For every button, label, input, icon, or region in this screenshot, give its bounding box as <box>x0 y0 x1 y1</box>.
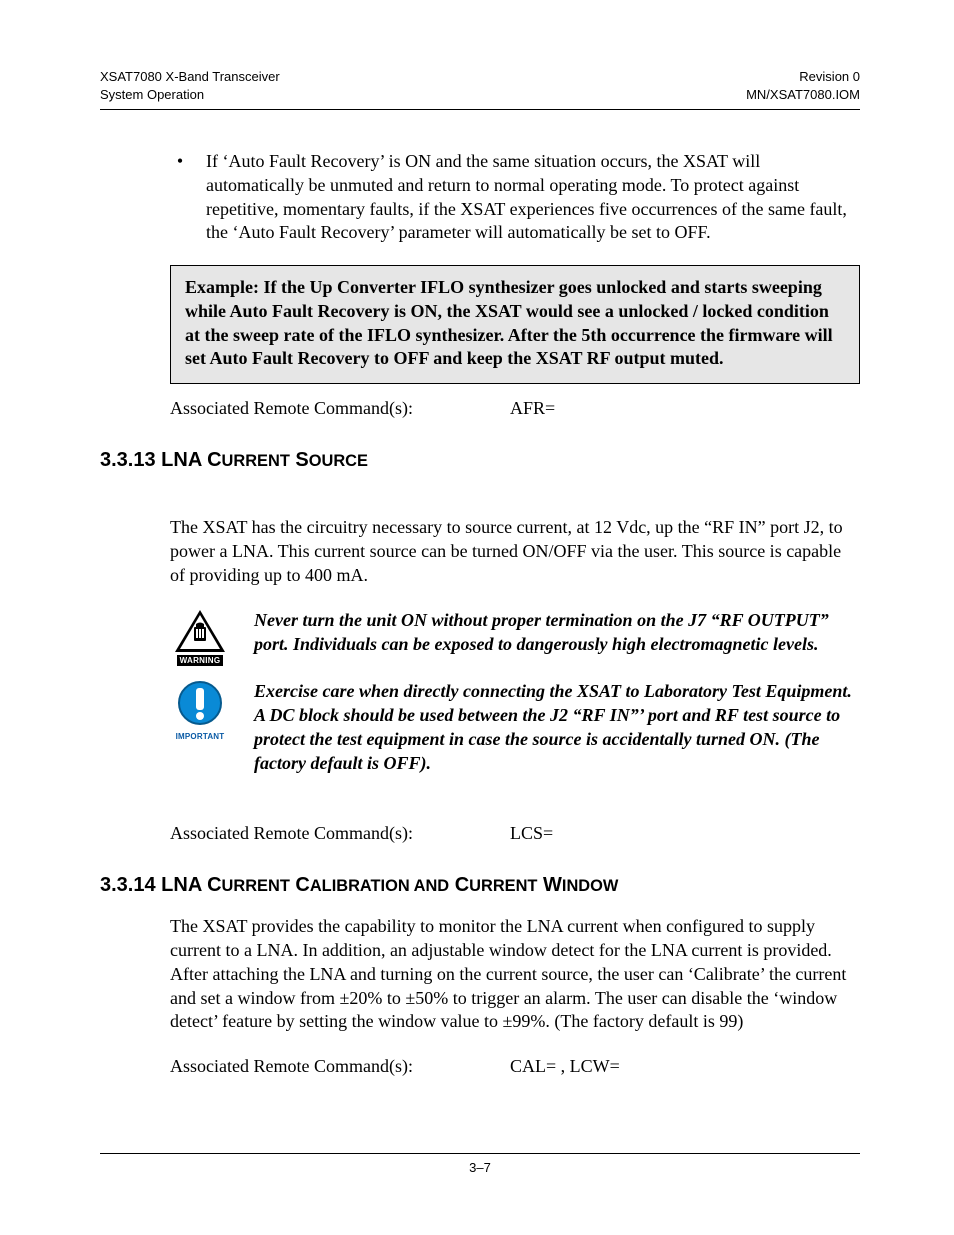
important-note: IMPORTANT Exercise care when directly co… <box>170 680 860 775</box>
warning-text: Never turn the unit ON without proper te… <box>254 609 860 666</box>
important-text: Exercise care when directly connecting t… <box>254 680 860 775</box>
bullet-item: • If ‘Auto Fault Recovery’ is ON and the… <box>170 150 860 245</box>
associated-label: Associated Remote Command(s): <box>170 398 470 419</box>
warning-icon <box>174 609 226 653</box>
associated-label: Associated Remote Command(s): <box>170 823 470 844</box>
section-number: 3.3.14 <box>100 874 156 896</box>
header-rule <box>100 109 860 110</box>
associated-value-lcs: LCS= <box>510 823 553 844</box>
warning-label: WARNING <box>177 655 224 666</box>
warning-icon-col: WARNING <box>170 609 230 666</box>
associated-label: Associated Remote Command(s): <box>170 1056 470 1077</box>
important-icon-col: IMPORTANT <box>170 680 230 775</box>
page-number: 3–7 <box>100 1160 860 1175</box>
example-box: Example: If the Up Converter IFLO synthe… <box>170 265 860 384</box>
section-title: LNA CURRENT CALIBRATION AND CURRENT WIND… <box>161 874 618 896</box>
associated-value-afr: AFR= <box>510 398 555 419</box>
associated-value-cal: CAL= , LCW= <box>510 1056 620 1077</box>
header-left-line1: XSAT7080 X-Band Transceiver <box>100 68 280 86</box>
section-number: 3.3.13 <box>100 449 156 471</box>
footer-rule <box>100 1153 860 1154</box>
header-left-line2: System Operation <box>100 86 280 104</box>
header-right: Revision 0 MN/XSAT7080.IOM <box>746 68 860 103</box>
bullet-marker: • <box>170 150 190 245</box>
page-footer: 3–7 <box>100 1153 860 1175</box>
page-header: XSAT7080 X-Band Transceiver System Opera… <box>100 68 860 103</box>
associated-command-row-cal: Associated Remote Command(s): CAL= , LCW… <box>170 1056 860 1077</box>
section-3-3-13-heading: 3.3.13 LNA CURRENT SOURCE <box>100 449 860 472</box>
header-right-line1: Revision 0 <box>746 68 860 86</box>
bullet-block: • If ‘Auto Fault Recovery’ is ON and the… <box>170 150 860 245</box>
section-3-3-14-heading: 3.3.14 LNA CURRENT CALIBRATION AND CURRE… <box>100 874 860 897</box>
header-left: XSAT7080 X-Band Transceiver System Opera… <box>100 68 280 103</box>
important-label: IMPORTANT <box>176 732 225 741</box>
associated-command-row-lcs: Associated Remote Command(s): LCS= <box>170 823 860 844</box>
section-3-3-13-paragraph: The XSAT has the circuitry necessary to … <box>170 516 860 587</box>
associated-command-row-afr: Associated Remote Command(s): AFR= <box>170 398 860 419</box>
section-3-3-14-paragraph: The XSAT provides the capability to moni… <box>170 915 860 1034</box>
section-title: LNA CURRENT SOURCE <box>161 449 368 471</box>
document-page: XSAT7080 X-Band Transceiver System Opera… <box>100 68 860 1077</box>
important-icon <box>177 680 223 731</box>
header-right-line2: MN/XSAT7080.IOM <box>746 86 860 104</box>
warning-note: WARNING Never turn the unit ON without p… <box>170 609 860 666</box>
bullet-text: If ‘Auto Fault Recovery’ is ON and the s… <box>206 150 860 245</box>
